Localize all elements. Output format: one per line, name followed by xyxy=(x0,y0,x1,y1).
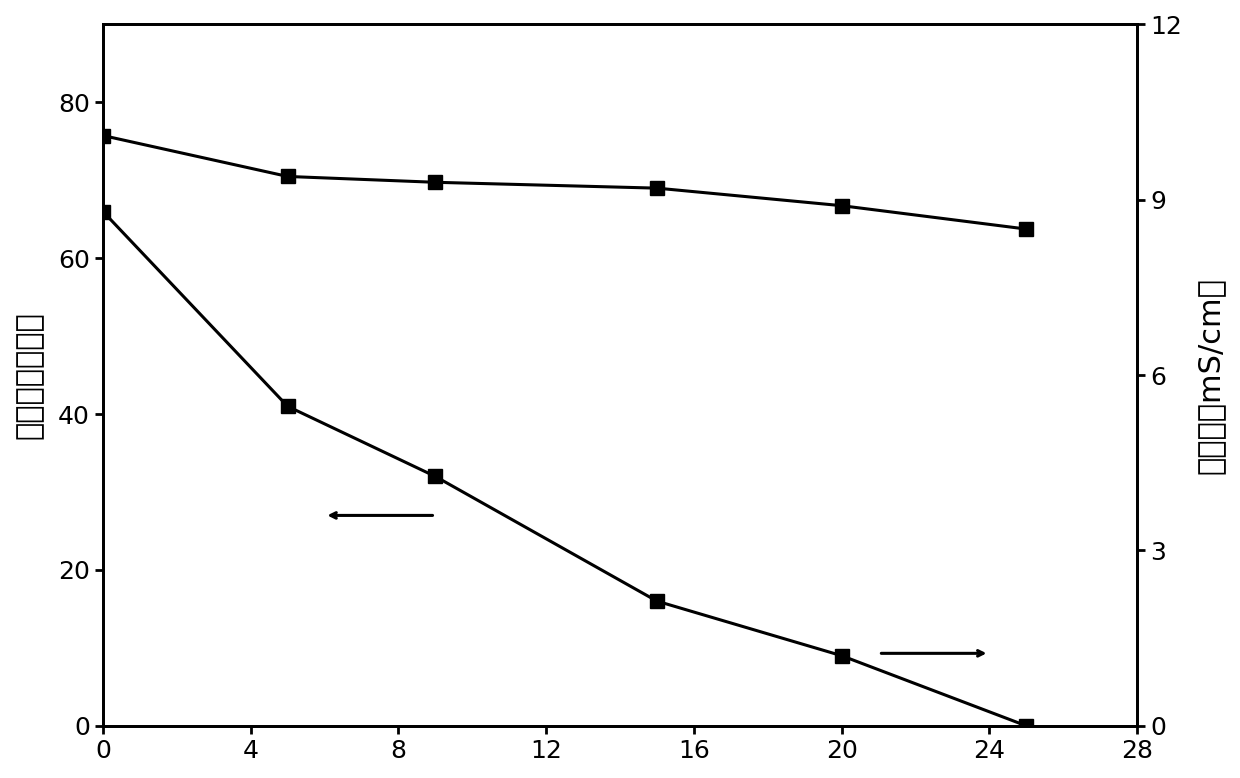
Y-axis label: 自熄时间（秒）: 自熄时间（秒） xyxy=(15,311,43,439)
Y-axis label: 电导率（mS/cm）: 电导率（mS/cm） xyxy=(1197,277,1225,474)
